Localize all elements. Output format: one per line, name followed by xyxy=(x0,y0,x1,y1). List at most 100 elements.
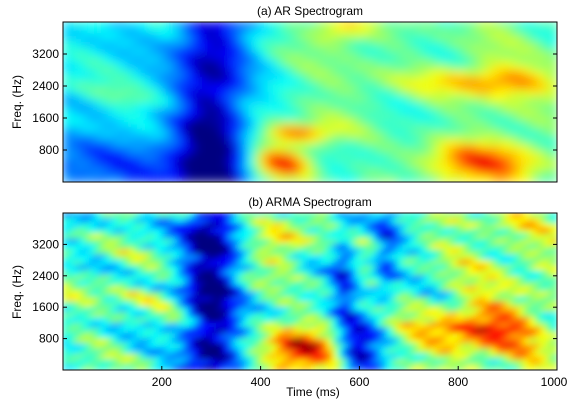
heatmap-cell xyxy=(288,22,297,29)
heatmap-cell xyxy=(422,138,431,146)
heatmap-cell xyxy=(535,33,544,41)
heatmap-cell xyxy=(401,22,410,29)
heatmap-cell xyxy=(471,89,480,97)
heatmap-cell xyxy=(199,275,207,282)
heatmap-cell xyxy=(238,22,247,29)
heatmap-cell xyxy=(478,76,487,85)
heatmap-cell xyxy=(254,222,262,230)
heatmap-cell xyxy=(111,76,120,85)
heatmap-cell xyxy=(309,64,318,72)
heatmap-cell xyxy=(183,228,190,235)
heatmap-cell xyxy=(150,301,157,308)
heatmap-cell xyxy=(551,275,557,282)
heatmap-cell xyxy=(540,317,547,324)
heatmap-cell xyxy=(314,275,322,282)
heatmap-cell xyxy=(161,150,170,158)
heatmap-cell xyxy=(471,169,480,177)
heatmap-cell xyxy=(380,107,389,115)
heatmap-cell xyxy=(353,343,360,350)
heatmap-cell xyxy=(373,144,382,152)
heatmap-cell xyxy=(205,353,212,361)
heatmap-cell xyxy=(490,213,498,219)
heatmap-cell xyxy=(314,332,322,340)
heatmap-cell xyxy=(529,338,536,345)
heatmap-cell xyxy=(133,285,141,292)
heatmap-cell xyxy=(95,327,102,334)
heatmap-cell xyxy=(282,243,289,251)
heatmap-cell xyxy=(89,338,97,345)
heatmap-cell xyxy=(245,175,255,182)
heatmap-cell xyxy=(369,222,377,230)
heatmap-cell xyxy=(314,353,322,361)
heatmap-cell xyxy=(155,291,163,298)
heatmap-cell xyxy=(95,254,102,261)
heatmap-cell xyxy=(63,144,71,152)
heatmap-cell xyxy=(518,364,525,370)
heatmap-cell xyxy=(100,301,108,308)
heatmap-cell xyxy=(293,233,300,240)
heatmap-cell xyxy=(210,150,219,158)
heatmap-cell xyxy=(122,296,130,303)
heatmap-cell xyxy=(111,332,119,340)
heatmap-cell xyxy=(122,280,130,287)
heatmap-cell xyxy=(84,301,91,308)
heatmap-cell xyxy=(281,83,290,91)
heatmap-cell xyxy=(490,275,498,282)
heatmap-cell xyxy=(260,156,269,165)
heatmap-cell xyxy=(314,238,322,245)
heatmap-cell xyxy=(95,311,102,319)
heatmap-cell xyxy=(320,327,327,334)
heatmap-cell xyxy=(387,52,396,60)
heatmap-cell xyxy=(89,364,97,370)
heatmap-cell xyxy=(401,83,410,91)
heatmap-cell xyxy=(147,175,156,182)
heatmap-cell xyxy=(166,296,174,303)
heatmap-cell xyxy=(471,113,480,121)
heatmap-cell xyxy=(196,119,205,128)
heatmap-cell xyxy=(323,169,332,177)
heatmap-cell xyxy=(542,119,551,128)
heatmap-cell xyxy=(430,249,437,256)
heatmap-cell xyxy=(330,27,339,35)
heatmap-cell xyxy=(457,285,465,292)
heatmap-cell xyxy=(457,46,466,54)
heatmap-cell xyxy=(380,39,389,48)
heatmap-cell xyxy=(452,275,459,282)
heatmap-cell xyxy=(415,113,424,121)
heatmap-cell xyxy=(507,144,516,152)
heatmap-cell xyxy=(394,22,403,29)
heatmap-cell xyxy=(73,249,80,256)
heatmap-cell xyxy=(394,83,403,91)
heatmap-cell xyxy=(238,101,247,109)
heatmap-cell xyxy=(253,76,262,85)
heatmap-cell xyxy=(295,113,304,121)
heatmap-cell xyxy=(133,52,142,60)
heatmap-cell xyxy=(182,156,191,165)
heatmap-cell xyxy=(507,332,514,340)
x-tick-label: 1000 xyxy=(541,375,568,389)
heatmap-cell xyxy=(216,301,223,308)
heatmap-cell xyxy=(76,95,85,103)
heatmap-cell xyxy=(217,101,226,109)
heatmap-cell xyxy=(217,33,226,41)
heatmap-cell xyxy=(89,264,97,272)
heatmap-cell xyxy=(205,285,212,292)
heatmap-cell xyxy=(203,163,212,171)
heatmap-cell xyxy=(518,353,525,361)
heatmap-cell xyxy=(76,64,85,72)
heatmap-cell xyxy=(441,359,448,366)
heatmap-cell xyxy=(408,126,417,134)
heatmap-cell xyxy=(111,163,120,171)
heatmap-cell xyxy=(528,70,537,78)
heatmap-cell xyxy=(78,343,86,350)
heatmap-cell xyxy=(122,311,130,319)
heatmap-cell xyxy=(344,107,353,115)
heatmap-cell xyxy=(276,338,284,345)
heatmap-cell xyxy=(166,317,174,324)
heatmap-cell xyxy=(276,270,284,277)
heatmap-cell xyxy=(63,301,69,308)
heatmap-cell xyxy=(104,138,113,146)
heatmap-cell xyxy=(76,52,85,60)
heatmap-cell xyxy=(331,285,338,292)
heatmap-cell xyxy=(203,27,212,35)
